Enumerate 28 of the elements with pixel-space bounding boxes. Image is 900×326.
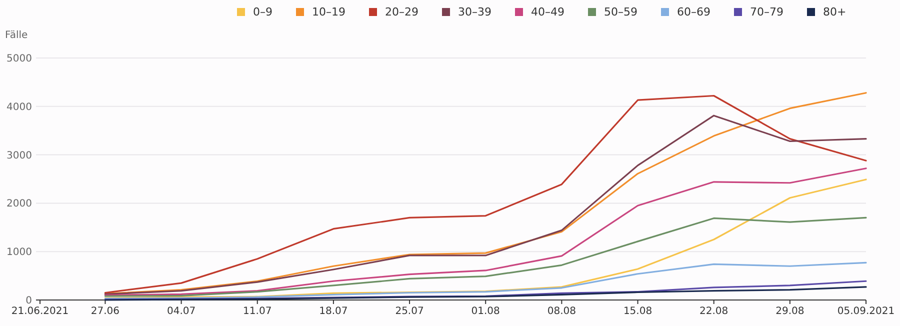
- y-tick-label: 4000: [6, 102, 32, 113]
- legend-label: 70–79: [750, 6, 784, 18]
- y-tick-label: 3000: [6, 150, 32, 162]
- y-tick-label: 2000: [6, 198, 32, 210]
- y-tick-label: 0: [26, 296, 32, 306]
- y-tick-label: 5000: [6, 54, 32, 64]
- x-tick-label: 11.07: [243, 306, 272, 317]
- legend-label: 20–29: [385, 6, 418, 18]
- x-tick-label: 15.08: [623, 306, 652, 317]
- legend-label: 40–49: [531, 6, 564, 18]
- legend-label: 30–39: [458, 6, 492, 18]
- legend-label: 10–19: [312, 6, 346, 18]
- legend-label: 50–59: [604, 6, 638, 18]
- x-tick-label: 04.07: [166, 306, 196, 317]
- x-tick-label: 21.06.2021: [11, 306, 69, 317]
- x-tick-label: 18.07: [319, 306, 348, 317]
- x-tick-label: 05.09.2021: [837, 306, 895, 317]
- x-tick-label: 08.08: [547, 306, 576, 317]
- legend-label: 80+: [823, 6, 846, 18]
- x-tick-label: 27.06: [90, 306, 120, 317]
- legend-label: 60–69: [677, 6, 710, 18]
- y-tick-label: 1000: [6, 247, 32, 258]
- x-tick-label: 22.08: [700, 306, 728, 317]
- x-tick-label: 01.08: [471, 306, 500, 317]
- x-tick-label: 25.07: [395, 306, 424, 317]
- legend-label: 0–9: [253, 6, 272, 18]
- y-axis-title: Fälle: [5, 30, 28, 41]
- x-tick-label: 29.08: [776, 306, 804, 317]
